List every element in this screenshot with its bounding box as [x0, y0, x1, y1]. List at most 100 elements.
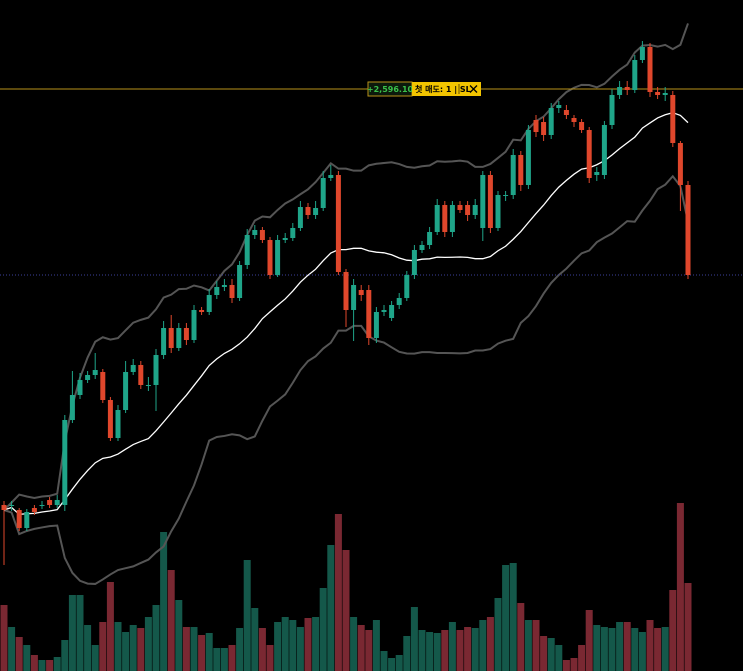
volume-bar [623, 622, 631, 671]
candle-body [39, 505, 45, 506]
volume-bar [327, 545, 335, 671]
candle-body [145, 385, 151, 386]
volume-bar [357, 625, 365, 671]
close-button[interactable] [469, 85, 478, 93]
volume-bar [236, 628, 244, 671]
candle-body [442, 205, 448, 232]
upper-band [3, 23, 689, 511]
candle-body [1, 505, 7, 510]
volume-bar [524, 620, 532, 671]
candle-body [579, 122, 585, 130]
volume-bar [46, 660, 54, 671]
volume-bar [555, 645, 563, 671]
volume-bar [562, 660, 570, 671]
candle-body [313, 208, 319, 215]
volume-bar [638, 632, 646, 671]
volume-bar [122, 632, 130, 671]
candle-body [510, 155, 516, 195]
candle-body [176, 328, 182, 348]
candle-body [31, 508, 37, 512]
candle-body [221, 285, 227, 287]
volume-bar [251, 608, 259, 671]
candle-body [244, 235, 250, 265]
candle-body [525, 130, 531, 185]
volume-bar [160, 532, 168, 671]
candle-body [677, 143, 683, 185]
volume-bar [654, 628, 662, 671]
volume-bar [296, 627, 304, 671]
candle-body [373, 312, 379, 338]
profit-label: +2,596.10 [367, 85, 414, 94]
volume-bar [433, 633, 441, 671]
candle-body [495, 195, 501, 228]
volume-bar [578, 645, 586, 671]
candle-body [617, 87, 623, 95]
volume-bar [205, 633, 213, 671]
order-box[interactable] [412, 82, 481, 96]
candle-body [214, 287, 220, 295]
candle-body [457, 205, 463, 210]
volume-bar [509, 563, 517, 671]
candle-body [328, 175, 334, 178]
volume-bar [53, 657, 61, 671]
candle-body [206, 295, 212, 312]
candle-body [639, 47, 645, 60]
candle-body [594, 172, 600, 175]
volume-bar [91, 645, 99, 671]
volume-bar [68, 595, 76, 671]
volume-bar [289, 620, 297, 671]
volume-bar [175, 600, 183, 671]
candle-body [229, 285, 235, 298]
volume-bar [258, 628, 266, 671]
candle-body [366, 290, 372, 338]
volume-bar [243, 560, 251, 671]
candle-body [389, 305, 395, 318]
candle-body [100, 372, 106, 400]
candle-body [480, 175, 486, 228]
candle-body [419, 245, 425, 250]
volume-bar [220, 648, 228, 671]
volume-bar [532, 620, 540, 671]
candle-body [624, 87, 630, 90]
volume-bar [669, 590, 677, 671]
volume-bar [464, 627, 472, 671]
candle-body [77, 380, 83, 395]
candle-body [9, 505, 15, 506]
volume-bar [540, 636, 548, 671]
candle-body [533, 120, 539, 132]
candle-body [290, 228, 296, 238]
candle-body [153, 355, 159, 385]
volume-bar [479, 620, 487, 671]
volume-bar [182, 627, 190, 671]
volume-bar [0, 605, 8, 671]
volume-bar [608, 628, 616, 671]
candle-body [252, 230, 258, 235]
candle-body [351, 285, 357, 310]
candle-body [449, 205, 455, 232]
volume-bar [350, 617, 358, 671]
volume-bar [456, 630, 464, 671]
volume-bar [418, 630, 426, 671]
candle-body [47, 500, 53, 505]
volume-bar [84, 625, 92, 671]
volume-bar [388, 658, 396, 671]
volume-bar [631, 628, 639, 671]
volume-bar [502, 565, 510, 671]
volume-bar [403, 636, 411, 671]
volume-bar [8, 627, 16, 671]
volume-bar [448, 622, 456, 671]
candle-body [237, 265, 243, 298]
volume-bar [661, 627, 669, 671]
candle-body [404, 275, 410, 298]
volume-bar [684, 583, 692, 671]
volume-bar [395, 655, 403, 671]
candle-body [662, 93, 668, 95]
candle-body [54, 500, 60, 505]
volume-bar [646, 620, 654, 671]
volume-bar [517, 603, 525, 671]
volume-bar [441, 630, 449, 671]
volume-bar [372, 620, 380, 671]
volume-bar [99, 622, 107, 671]
volume-bar [380, 651, 388, 671]
